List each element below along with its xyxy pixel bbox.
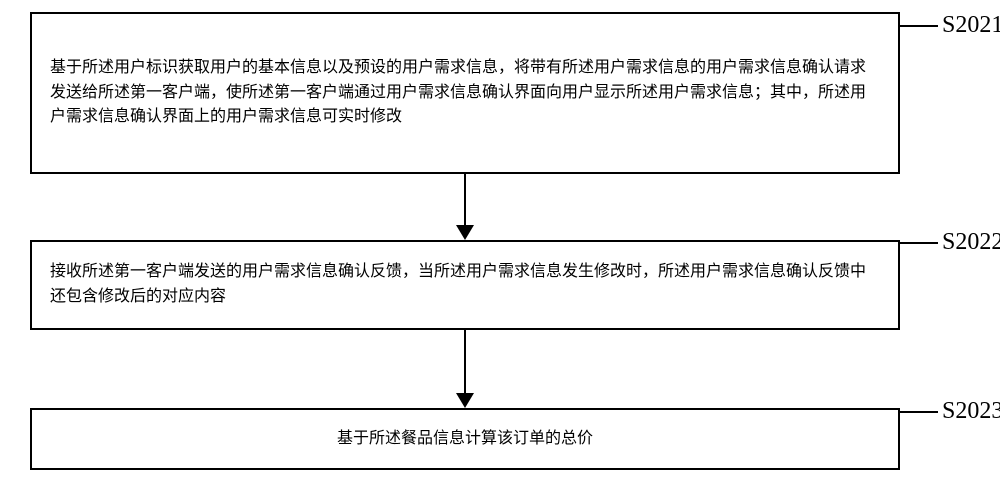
- step-s2021-text: 基于所述用户标识获取用户的基本信息以及预设的用户需求信息，将带有所述用户需求信息…: [46, 56, 884, 130]
- flowchart-canvas: 基于所述用户标识获取用户的基本信息以及预设的用户需求信息，将带有所述用户需求信息…: [0, 0, 1000, 504]
- label-s2023: S2023: [942, 398, 1000, 425]
- step-s2022: 接收所述第一客户端发送的用户需求信息确认反馈，当所述用户需求信息发生修改时，所述…: [30, 240, 900, 330]
- arrow-s2021-s2022: [456, 174, 474, 240]
- arrow-s2022-s2023: [456, 330, 474, 408]
- step-s2022-text: 接收所述第一客户端发送的用户需求信息确认反馈，当所述用户需求信息发生修改时，所述…: [46, 260, 884, 310]
- leader-s2021: [900, 25, 938, 27]
- leader-s2023: [900, 411, 938, 413]
- label-s2021: S2021: [942, 12, 1000, 39]
- label-s2022: S2022: [942, 229, 1000, 256]
- step-s2023-text: 基于所述餐品信息计算该订单的总价: [46, 427, 884, 452]
- step-s2023: 基于所述餐品信息计算该订单的总价: [30, 408, 900, 470]
- leader-s2022: [900, 242, 938, 244]
- step-s2021: 基于所述用户标识获取用户的基本信息以及预设的用户需求信息，将带有所述用户需求信息…: [30, 12, 900, 174]
